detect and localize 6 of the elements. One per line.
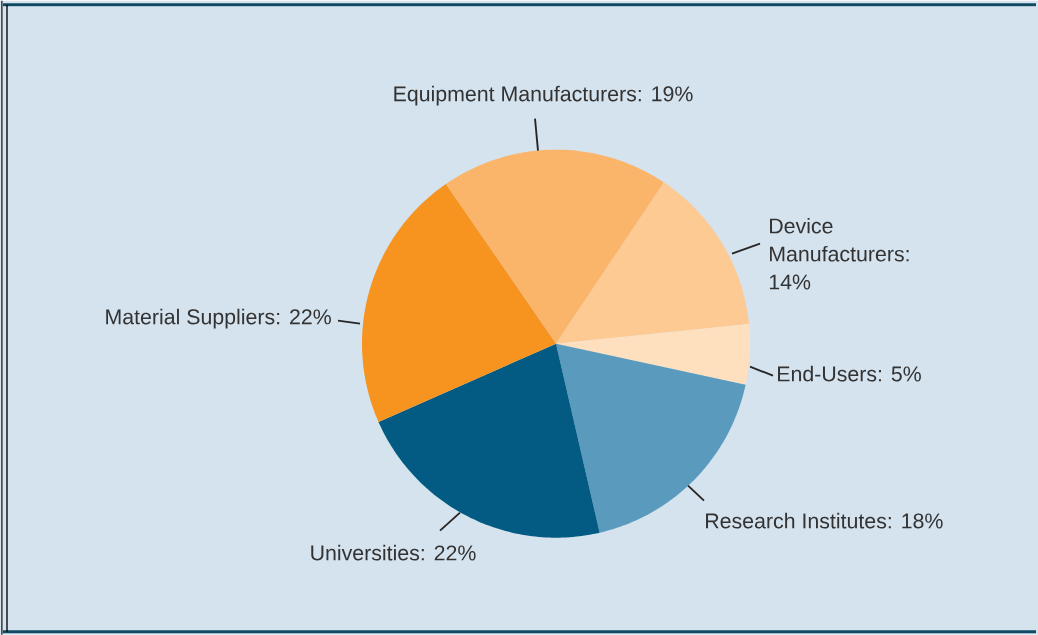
slice-label: Research Institutes: 18% [706,512,943,529]
slice-label: Equipment Manufacturers: 19% [394,85,693,106]
slice-label: Universities: 22% [311,544,476,561]
slice-label: Device Manufacturers: 14% [769,217,909,290]
slice-label: End-Users: 5% [778,365,921,382]
slice-label: Material Suppliers: 22% [106,308,331,329]
